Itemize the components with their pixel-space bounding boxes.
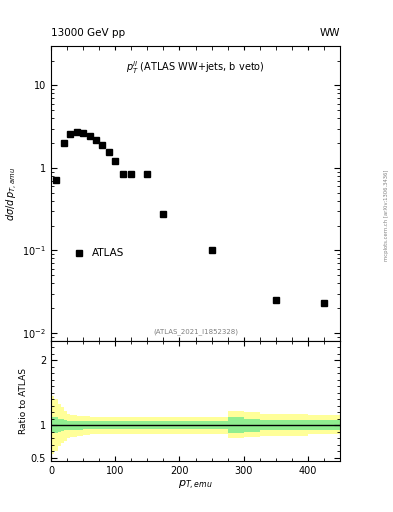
Text: WW: WW: [320, 28, 340, 38]
Y-axis label: $d\sigma/d\,p_{T,amu}$: $d\sigma/d\,p_{T,amu}$: [4, 166, 20, 221]
Text: (ATLAS_2021_I1852328): (ATLAS_2021_I1852328): [153, 328, 238, 335]
Text: $p_T^{ll}$ (ATLAS WW+jets, b veto): $p_T^{ll}$ (ATLAS WW+jets, b veto): [126, 59, 265, 76]
Text: 13000 GeV pp: 13000 GeV pp: [51, 28, 125, 38]
Text: ATLAS: ATLAS: [92, 247, 124, 258]
X-axis label: $p_{T,emu}$: $p_{T,emu}$: [178, 478, 213, 492]
Text: mcplots.cern.ch [arXiv:1306.3436]: mcplots.cern.ch [arXiv:1306.3436]: [384, 169, 389, 261]
Y-axis label: Ratio to ATLAS: Ratio to ATLAS: [19, 368, 28, 434]
